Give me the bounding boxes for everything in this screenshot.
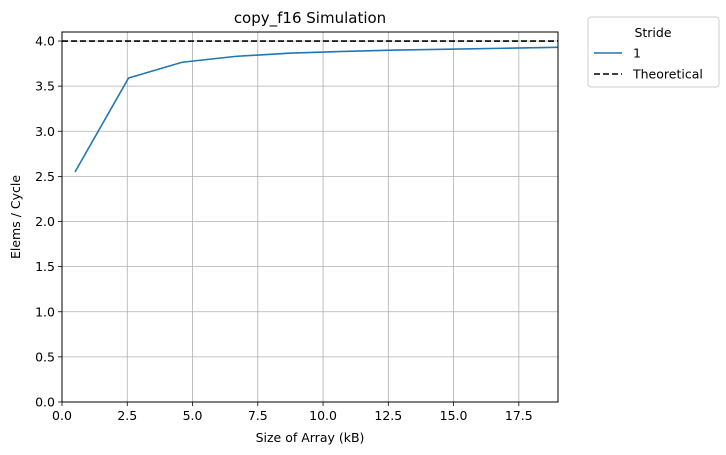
legend-label: 1 xyxy=(633,46,641,61)
x-tick-label: 0.0 xyxy=(52,408,72,423)
legend: Stride 1 Theoretical xyxy=(587,16,720,88)
ticks: 0.0 2.5 5.0 7.5 10.0 12.5 15.0 17.5 0.0 0.5 1.0 1.5… xyxy=(35,34,533,423)
chart-title: copy_f16 Simulation xyxy=(234,9,386,28)
y-tick-label: 2.0 xyxy=(35,214,55,229)
x-axis-label: Size of Array (kB) xyxy=(256,430,365,445)
y-axis-label: Elems / Cycle xyxy=(8,175,23,259)
series-line-stride-1 xyxy=(74,46,558,173)
y-tick-label: 3.5 xyxy=(35,79,55,94)
x-tick-label: 7.5 xyxy=(248,408,268,423)
y-tick-label: 3.0 xyxy=(35,124,55,139)
series-group xyxy=(62,40,558,173)
x-tick-label: 12.5 xyxy=(374,408,402,423)
y-tick-label: 0.5 xyxy=(35,349,55,364)
y-tick-label: 1.5 xyxy=(35,259,55,274)
x-tick-label: 15.0 xyxy=(440,408,468,423)
legend-title: Stride xyxy=(634,25,671,40)
x-tick-label: 10.0 xyxy=(309,408,337,423)
y-tick-label: 1.0 xyxy=(35,304,55,319)
x-tick-label: 17.5 xyxy=(505,408,533,423)
legend-entries: 1 Theoretical xyxy=(594,46,703,82)
axes-frame xyxy=(61,31,559,403)
legend-label: Theoretical xyxy=(632,67,703,82)
x-tick-label: 5.0 xyxy=(183,408,203,423)
plot-area xyxy=(62,40,558,173)
x-tick-label: 2.5 xyxy=(117,408,137,423)
y-tick-label: 2.5 xyxy=(35,169,55,184)
y-tick-label: 0.0 xyxy=(35,395,55,410)
y-tick-label: 4.0 xyxy=(35,34,55,49)
legend-box xyxy=(587,16,720,88)
